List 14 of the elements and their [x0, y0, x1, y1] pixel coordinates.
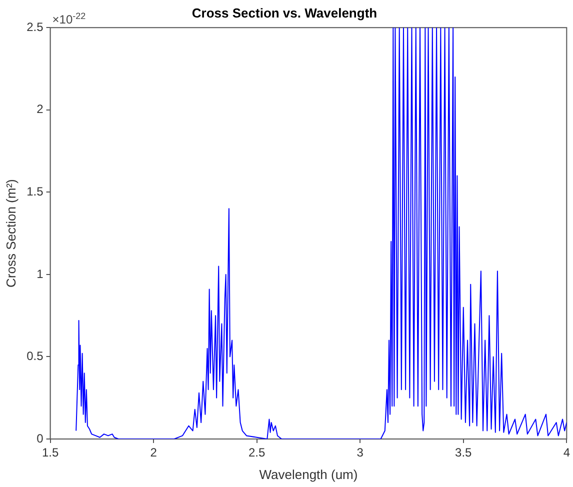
- y-tick-label: 2.5: [26, 20, 44, 34]
- chart-title: Cross Section vs. Wavelength: [192, 5, 378, 20]
- x-tick-label: 3.5: [455, 446, 472, 460]
- x-tick-label: 4: [563, 446, 570, 460]
- x-tick-label: 2.5: [248, 446, 266, 460]
- x-tick-label: 2: [150, 446, 158, 460]
- x-tick-label: 3: [356, 446, 364, 460]
- y-tick-label: 0: [36, 431, 44, 446]
- y-tick-label: 0.5: [26, 349, 44, 364]
- y-axis-title: Cross Section (m²): [3, 179, 18, 288]
- x-axis-title: Wavelength (um): [259, 466, 358, 482]
- y-tick-label: 2: [36, 102, 44, 116]
- y-tick-label: 1.5: [26, 184, 44, 198]
- y-tick-label: 1: [36, 266, 44, 281]
